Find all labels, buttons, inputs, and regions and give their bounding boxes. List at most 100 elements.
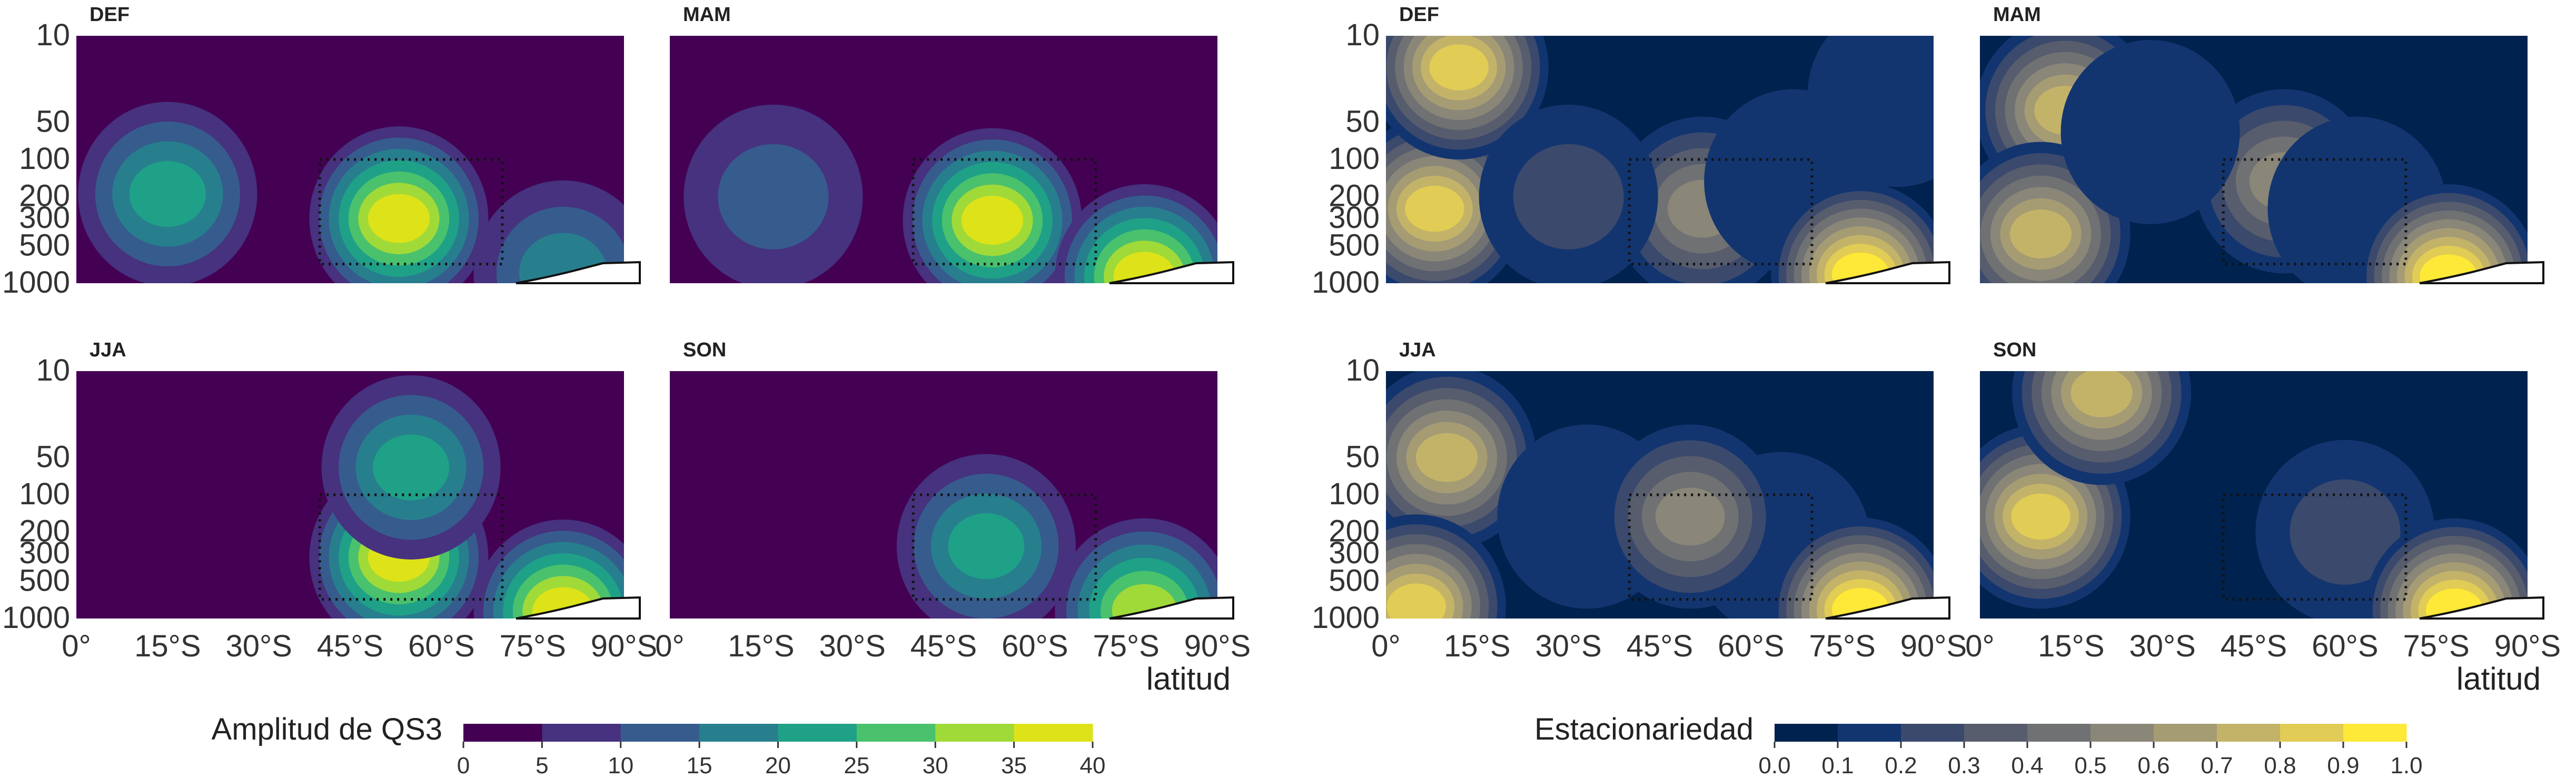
panel-title: SON [683, 339, 726, 361]
contour-level [948, 513, 1025, 580]
colorbar-tick-label: 20 [765, 753, 791, 778]
x-tick-label: 45°S [910, 629, 977, 663]
y-tick-label: 500 [19, 228, 70, 262]
colorbar-swatch [1775, 724, 1838, 742]
x-tick-label: 15°S [134, 629, 201, 663]
colorbar-tick-label: 1.0 [2390, 753, 2422, 778]
x-tick-label: 15°S [1444, 629, 1510, 663]
highlight-box [318, 158, 504, 266]
colorbar-swatch [2280, 724, 2344, 742]
colorbar-swatch [463, 724, 542, 742]
x-tick-label: 60°S [1002, 629, 1068, 663]
contour-field [1980, 36, 2528, 283]
highlight-box [911, 158, 1097, 266]
contour-field [1980, 371, 2528, 619]
colorbar-swatch [542, 724, 621, 742]
topography [2419, 261, 2544, 284]
panel-title: MAM [1993, 4, 2041, 26]
x-tick-label: 0° [62, 629, 91, 663]
panel-mam: MAM [1980, 4, 2544, 284]
highlight-box [1628, 158, 1814, 266]
colorbar-label: Amplitud de QS3 [212, 712, 442, 746]
colorbar-swatch [699, 724, 778, 742]
x-tick-label: 90°S [2494, 629, 2561, 663]
x-tick-label: 45°S [2221, 629, 2287, 663]
colorbar-swatch [1901, 724, 1965, 742]
panel-title: JJA [90, 339, 126, 361]
colorbar-tick-label: 15 [687, 753, 712, 778]
colorbar-swatch [2090, 724, 2154, 742]
contour-level [2011, 493, 2070, 540]
y-tick-label: 10 [1345, 353, 1380, 387]
amplitude-figure: DEF10501002003005001000MAMJJA10501002003… [2, 4, 1251, 778]
x-axis-label: latitud [1146, 661, 1231, 696]
y-tick-label: 10 [36, 18, 70, 52]
colorbar-swatch [1964, 724, 2028, 742]
colorbar-tick-label: 0.1 [1821, 753, 1854, 778]
y-tick-label: 100 [1329, 477, 1380, 511]
colorbar-swatch [1838, 724, 1901, 742]
highlight-box [2222, 158, 2407, 266]
panel-title: MAM [683, 4, 731, 26]
y-tick-label: 200 [19, 514, 70, 548]
y-tick-label: 100 [1329, 142, 1380, 176]
contour-level [1513, 144, 1624, 250]
topography [516, 261, 641, 284]
y-tick-label: 500 [1329, 228, 1380, 262]
colorbar-tick-label: 0.0 [1758, 753, 1790, 778]
colorbar-tick-label: 35 [1001, 753, 1027, 778]
y-tick-label: 200 [1329, 179, 1380, 213]
panel-title: DEF [1399, 4, 1439, 26]
y-tick-label: 10 [36, 353, 70, 387]
highlight-box [318, 493, 504, 601]
x-tick-label: 75°S [499, 629, 566, 663]
highlight-box [1628, 493, 1814, 601]
colorbar-tick-label: 0.4 [2011, 753, 2043, 778]
contour-level [718, 144, 829, 250]
topography [1825, 596, 1950, 620]
x-tick-label: 90°S [1900, 629, 1967, 663]
topography [516, 596, 641, 620]
x-tick-label: 15°S [728, 629, 794, 663]
contour-level [2009, 210, 2072, 258]
y-tick-label: 100 [19, 477, 70, 511]
colorbar-tick-label: 0.9 [2327, 753, 2359, 778]
y-tick-label: 1000 [1312, 265, 1380, 300]
colorbar-tick-label: 25 [844, 753, 869, 778]
colorbar-swatch [2343, 724, 2407, 742]
colorbar-swatch [2027, 724, 2091, 742]
contour-field [78, 102, 624, 283]
x-tick-label: 60°S [2312, 629, 2378, 663]
colorbar-swatch [935, 724, 1015, 742]
x-tick-label: 75°S [1093, 629, 1159, 663]
contour-level [368, 194, 430, 243]
y-tick-label: 200 [19, 179, 70, 213]
y-tick-label: 50 [36, 104, 70, 138]
topography [2419, 596, 2544, 620]
y-tick-label: 50 [1345, 104, 1380, 138]
colorbar-tick-label: 5 [536, 753, 548, 778]
y-tick-label: 1000 [2, 601, 70, 635]
contour-level [1807, 36, 1934, 187]
contour-field [1386, 371, 1934, 619]
colorbar-tick-label: 40 [1080, 753, 1106, 778]
colorbar-tick-label: 0.2 [1885, 753, 1917, 778]
contour-level [1405, 185, 1464, 232]
y-tick-label: 300 [19, 536, 70, 570]
x-tick-label: 0° [1965, 629, 1994, 663]
panel-title: JJA [1399, 339, 1436, 361]
panel-title: SON [1993, 339, 2036, 361]
contour-level [1415, 433, 1478, 482]
y-tick-label: 500 [1329, 563, 1380, 597]
y-tick-label: 300 [19, 201, 70, 235]
colorbar-label: Estacionariedad [1534, 712, 1753, 746]
panel-title: DEF [90, 4, 130, 26]
y-tick-label: 50 [36, 440, 70, 474]
